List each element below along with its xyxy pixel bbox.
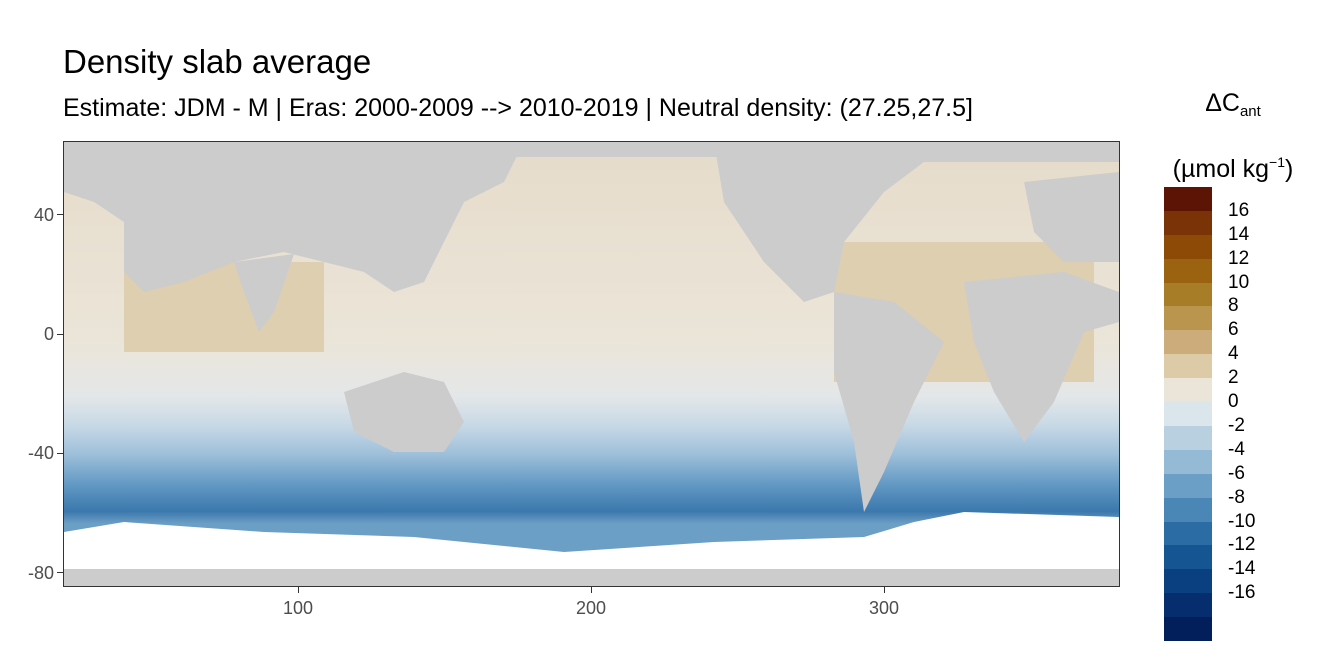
antarctica-ice bbox=[64, 512, 1119, 586]
legend-swatch bbox=[1164, 234, 1212, 260]
x-tick-mark bbox=[884, 587, 885, 593]
asia-land bbox=[64, 142, 524, 292]
legend-swatch bbox=[1164, 473, 1212, 499]
x-tick-label: 300 bbox=[868, 598, 900, 618]
africa-land bbox=[964, 272, 1119, 442]
legend-swatch bbox=[1164, 569, 1212, 594]
legend-label: 2 bbox=[1228, 367, 1239, 389]
legend-swatch bbox=[1164, 258, 1212, 284]
india-land bbox=[234, 254, 294, 332]
antarctica-land bbox=[64, 569, 1119, 586]
map-subtitle: Estimate: JDM - M | Eras: 2000-2009 --> … bbox=[63, 94, 973, 122]
legend-label: 8 bbox=[1228, 295, 1239, 317]
legend-swatch bbox=[1164, 449, 1212, 475]
legend-label: 10 bbox=[1228, 271, 1250, 293]
legend-label: -4 bbox=[1228, 438, 1245, 460]
europe-land bbox=[1024, 172, 1119, 262]
legend-swatch bbox=[1164, 497, 1212, 523]
map-title: Density slab average bbox=[63, 43, 372, 80]
y-tick-mark bbox=[57, 214, 63, 215]
y-tick-label: 40 bbox=[33, 205, 54, 225]
y-tick-label: -80 bbox=[27, 563, 54, 583]
legend-label: 0 bbox=[1228, 391, 1239, 413]
legend-swatch bbox=[1164, 354, 1212, 379]
x-tick-mark bbox=[591, 587, 592, 593]
legend-swatch bbox=[1164, 521, 1212, 546]
y-tick-mark bbox=[57, 453, 63, 454]
legend-label: -6 bbox=[1228, 462, 1245, 484]
legend-label: -2 bbox=[1228, 414, 1245, 436]
y-tick-label: -40 bbox=[27, 443, 54, 463]
legend-swatch bbox=[1164, 402, 1212, 427]
legend-label: -8 bbox=[1228, 486, 1245, 508]
legend-swatch bbox=[1164, 378, 1212, 403]
legend-label: 14 bbox=[1228, 223, 1250, 245]
map-panel bbox=[63, 141, 1120, 587]
legend-label: 12 bbox=[1228, 247, 1250, 269]
y-tick-mark bbox=[57, 334, 63, 335]
legend-unit: (µmol kg−1) bbox=[1172, 154, 1294, 183]
legend-label: -12 bbox=[1228, 534, 1256, 556]
legend-swatch bbox=[1164, 545, 1212, 570]
australia-land bbox=[344, 372, 464, 452]
legend-colorbar bbox=[1164, 187, 1212, 642]
legend-swatch bbox=[1164, 306, 1212, 331]
south-america-land bbox=[834, 292, 944, 512]
legend-label: 4 bbox=[1228, 343, 1239, 365]
y-tick-label: 0 bbox=[43, 324, 54, 344]
north-america-land bbox=[714, 142, 1119, 302]
legend-swatch bbox=[1164, 282, 1212, 307]
x-tick-mark bbox=[298, 587, 299, 593]
legend-title: ΔCant (µmol kg−1) bbox=[1162, 86, 1304, 186]
legend-swatch bbox=[1164, 617, 1212, 642]
legend-label: 16 bbox=[1228, 199, 1250, 221]
legend-label: -16 bbox=[1228, 582, 1256, 604]
legend-label: 6 bbox=[1228, 319, 1239, 341]
legend-swatch bbox=[1164, 210, 1212, 236]
x-tick-label: 100 bbox=[282, 598, 314, 618]
legend-label: -14 bbox=[1228, 558, 1256, 580]
y-tick-mark bbox=[57, 572, 63, 573]
legend-variable: ΔCant bbox=[1205, 89, 1261, 120]
legend-swatch bbox=[1164, 330, 1212, 355]
legend-swatch bbox=[1164, 593, 1212, 618]
legend-swatch bbox=[1164, 425, 1212, 451]
legend-swatch bbox=[1164, 187, 1212, 212]
x-tick-label: 200 bbox=[575, 598, 607, 618]
legend-label: -10 bbox=[1228, 510, 1256, 532]
ocean-map bbox=[64, 142, 1119, 586]
